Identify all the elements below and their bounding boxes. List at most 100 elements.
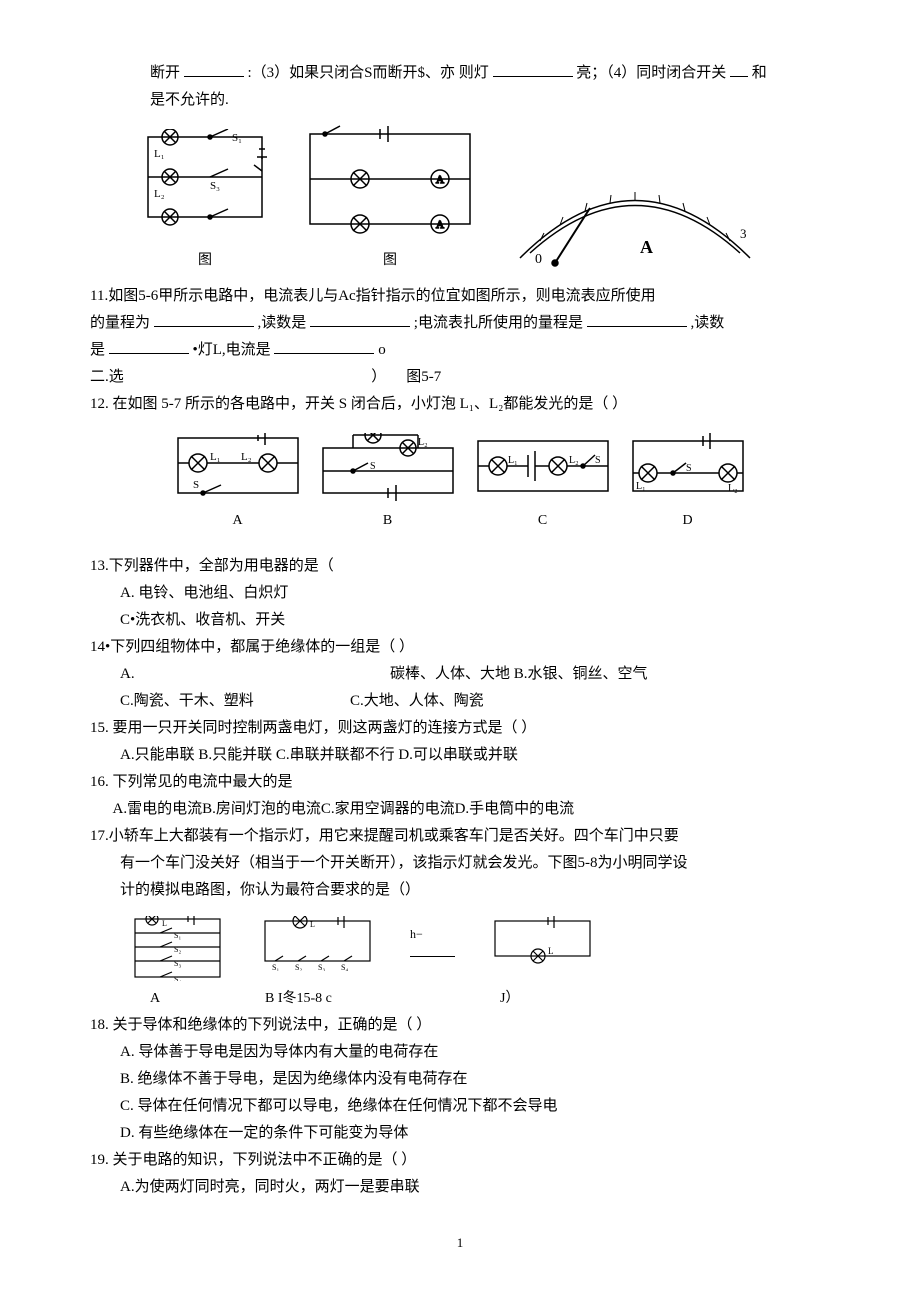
svg-text:L₁: L₁ [636,481,646,492]
q17-labelA: A [150,986,265,1011]
svg-text:L₁: L₁ [508,455,518,466]
txt: 是 [90,342,105,358]
svg-text:L₂: L₂ [728,483,738,494]
q17-figs: L S₁S₂ S₃S₄ L S₁S₂ S₃S₄ h− L [130,916,830,981]
circuit-svg-1: L₁ L₂ S₁ S₃ [140,129,270,244]
blank [587,312,687,327]
svg-text:S₁: S₁ [174,931,181,940]
svg-text:L₂: L₂ [154,188,165,200]
svg-text:S₄: S₄ [174,975,181,981]
svg-text:A: A [436,219,444,231]
svg-text:A: A [436,174,444,186]
fig-label: 图 [140,248,270,273]
section-2-heading: 二.选 ） 图5-7 [90,364,830,391]
svg-text:S₂: S₂ [174,945,181,954]
svg-text:3: 3 [740,226,747,241]
q12-figs: L₁ L₂ S A L₁ L₂ S B [90,433,830,533]
txt: •灯L,电流是 [193,342,271,358]
q14-optC: C.陶瓷、干木、塑料 [120,688,350,715]
q14-optA2: 碳棒、人体、大地 B.水银、铜丝、空气 [390,661,648,688]
q17-line3: 计的模拟电路图，你认为最符合要求的是（） [90,877,830,904]
txt: o [378,342,386,358]
svg-text:S₂: S₂ [295,963,302,971]
svg-text:L₂: L₂ [418,437,428,448]
q12-fig-a: L₁ L₂ S A [173,433,303,533]
txt: ,读数 [690,315,724,331]
svg-text:L₁: L₁ [210,451,221,463]
q14-row1: A. 碳棒、人体、大地 B.水银、铜丝、空气 [90,661,830,688]
svg-text:S₁: S₁ [272,963,279,971]
svg-text:S₃: S₃ [210,180,220,192]
q13-line1: 13.下列器件中，全部为用电器的是（ [90,553,830,580]
sec2-paren: ） [371,364,386,391]
circuit-svg-2: A A [300,124,480,244]
fig-label: 图 [300,248,480,273]
blank [274,339,374,354]
fig-5-6: A A 图 [300,124,480,273]
sec2-figlbl: 图5-7 [406,364,441,391]
q12-fig-c: L₁ L₂ S C [473,433,613,533]
svg-text:0: 0 [535,252,542,267]
figure-row-1: L₁ L₂ S₁ S₃ 图 A A 图 [140,124,830,273]
txt: 的量程为 [90,315,150,331]
txt: 断开 [150,65,180,81]
txt: :（3）如果只闭合S而断开$、亦 则灯 [248,65,489,81]
svg-text:L: L [310,920,315,929]
q16-line1: 16. 下列常见的电流中最大的是 [90,769,830,796]
q12-label-d: D [628,508,748,533]
blank [310,312,410,327]
q17-line1: 17.小轿车上大都装有一个指示灯，用它来提醒司机或乘客车门是否关好。四个车门中只… [90,823,830,850]
q11-line3: 是 •灯L,电流是 o [90,337,830,364]
q17-fig-b: L S₁S₂ S₃S₄ [260,916,375,971]
txt: 亮；（4）同时闭合开关 [576,65,726,81]
txt: 和 [752,65,767,81]
q12-label-b: B [318,508,458,533]
q17-labelBCD: B I冬15-8 c [265,986,500,1011]
svg-text:S₁: S₁ [232,132,242,144]
q17-labels: A B I冬15-8 c J） [150,986,830,1011]
q17-extra: h− [410,916,455,957]
q12-text: 12. 在如图 5-7 所示的各电路中，开关 S 闭合后，小灯泡 L₁、L₂都能… [90,391,830,418]
q13-optC: C•洗衣机、收音机、开关 [90,607,830,634]
svg-text:S: S [193,479,199,491]
q17-labelD: J） [500,986,519,1011]
blank [184,62,244,77]
svg-text:S: S [370,461,376,472]
q11-line1: 11.如图5-6甲所示电路中，电流表儿与Ac指针指示的位宜如图所示，则电流表应所… [90,283,830,310]
q14-row2: C.陶瓷、干木、塑料 C.大地、人体、陶瓷 [90,688,830,715]
q14-line1: 14•下列四组物体中，都属于绝缘体的一组是（ ） [90,634,830,661]
svg-text:S: S [595,455,601,466]
q19-line1: 19. 关于电路的知识，下列说法中不正确的是（ ） [90,1147,830,1174]
q18-optA: A. 导体善于导电是因为导体内有大量的电荷存在 [90,1039,830,1066]
txt: h− [410,927,423,941]
svg-text:L₂: L₂ [569,455,579,466]
svg-text:L₂: L₂ [241,451,252,463]
svg-text:S: S [686,463,692,474]
q14-optA: A. [120,661,390,688]
blank [493,62,573,77]
fig-5-5: L₁ L₂ S₁ S₃ 图 [140,129,270,273]
q11-line2: 的量程为 ,读数是 ;电流表扎所使用的量程是 ,读数 [90,310,830,337]
q12-fig-d: L₁ S L₂ D [628,433,748,533]
q16-opts: A.雷电的电流B.房间灯泡的电流C.家用空调器的电流D.手电筒中的电流 [90,796,830,823]
fig-ammeter: 0 A 3 [510,173,760,273]
svg-text:L: L [162,919,167,928]
q18-optB: B. 绝缘体不善于导电，是因为绝缘体内没有电荷存在 [90,1066,830,1093]
q18-optC: C. 导体在任何情况下都可以导电，绝缘体在任何情况下都不会导电 [90,1093,830,1120]
top-line-1: 断开 :（3）如果只闭合S而断开$、亦 则灯 亮；（4）同时闭合开关 和 [90,60,830,87]
q19-optA: A.为使两灯同时亮，同时火，两灯一是要串联 [90,1174,830,1201]
q18-optD: D. 有些绝缘体在一定的条件下可能变为导体 [90,1120,830,1147]
txt: ;电流表扎所使用的量程是 [414,315,583,331]
blank [109,339,189,354]
q18-line1: 18. 关于导体和绝缘体的下列说法中，正确的是（ ） [90,1012,830,1039]
svg-text:L: L [548,946,554,956]
sec2-label: 二.选 [90,364,371,391]
page-number: 1 [90,1231,830,1254]
q14-optD: C.大地、人体、陶瓷 [350,688,484,715]
q17-line2: 有一个车门没关好（相当于一个开关断开），该指示灯就会发光。下图5-8为小明同学设 [90,850,830,877]
q17-fig-a: L S₁S₂ S₃S₄ [130,916,225,981]
q13-optA: A. 电铃、电池组、白炽灯 [90,580,830,607]
ammeter-svg: 0 A 3 [510,173,760,273]
q17-fig-d: L [490,916,595,966]
svg-text:L₁: L₁ [154,148,165,160]
